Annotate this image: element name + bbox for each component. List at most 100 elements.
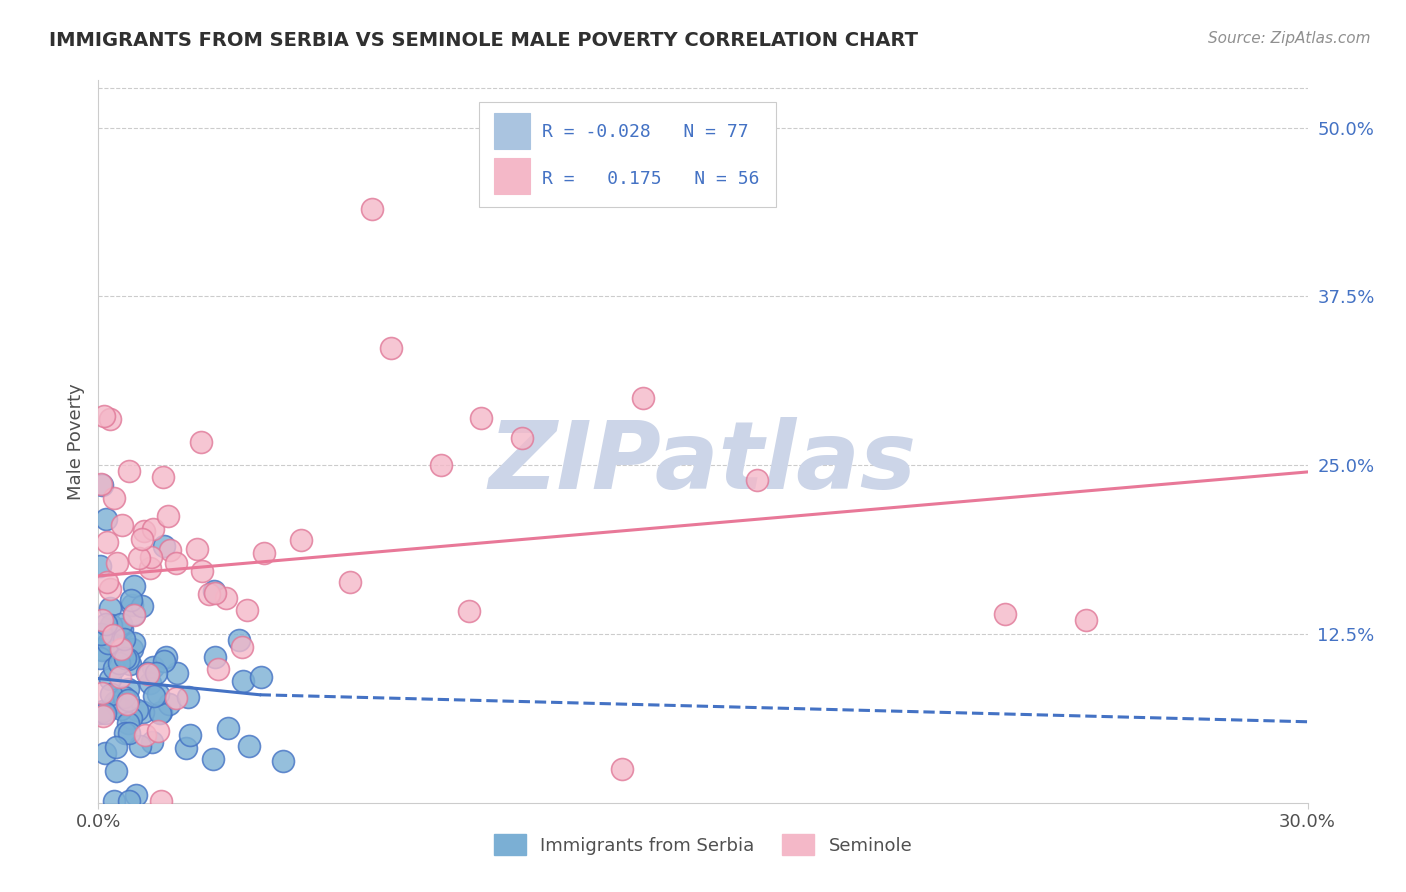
Point <box>145 665 167 680</box>
Point <box>631 391 654 405</box>
Point <box>97 636 120 650</box>
Point <box>510 431 533 445</box>
Point <box>103 661 125 675</box>
Point <box>142 660 165 674</box>
Point <box>190 435 212 450</box>
Point <box>290 533 312 547</box>
Point <box>179 728 201 742</box>
Point <box>134 728 156 742</box>
Bar <box>494 112 530 149</box>
Point <box>110 670 132 684</box>
Point <box>122 636 145 650</box>
Point <box>149 706 172 720</box>
Point <box>238 739 260 753</box>
Point <box>204 649 226 664</box>
Point <box>91 613 114 627</box>
Point <box>139 560 162 574</box>
Point <box>143 689 166 703</box>
Point <box>96 574 118 589</box>
Point <box>118 464 141 478</box>
Point <box>120 711 142 725</box>
Point <box>142 522 165 536</box>
Point <box>105 556 128 570</box>
Point <box>231 640 253 655</box>
Point <box>157 509 180 524</box>
Point <box>105 699 128 714</box>
Point <box>228 632 250 647</box>
Point <box>98 601 121 615</box>
Point <box>139 676 162 690</box>
Point <box>125 703 148 717</box>
Y-axis label: Male Poverty: Male Poverty <box>66 384 84 500</box>
Point <box>253 546 276 560</box>
Point <box>118 794 141 808</box>
Point <box>380 341 402 355</box>
Point <box>176 690 198 705</box>
Point <box>110 623 132 637</box>
Point <box>90 643 112 657</box>
Point <box>103 491 125 506</box>
Point <box>124 579 146 593</box>
Bar <box>494 158 530 194</box>
Point <box>470 411 492 425</box>
Point <box>121 598 143 612</box>
Point <box>105 739 128 754</box>
Point <box>153 540 176 554</box>
Point <box>201 752 224 766</box>
Point <box>1074 614 1097 628</box>
Point <box>745 473 768 487</box>
Point <box>121 641 143 656</box>
Point <box>118 725 141 739</box>
Point <box>120 592 142 607</box>
Point <box>207 662 229 676</box>
Point <box>100 687 122 701</box>
Point <box>122 607 145 622</box>
Point <box>155 649 177 664</box>
Point <box>157 697 180 711</box>
Point <box>110 640 132 654</box>
Point <box>91 704 114 718</box>
Point <box>159 542 181 557</box>
Point <box>108 656 131 670</box>
Point <box>125 788 148 802</box>
Point <box>165 557 187 571</box>
Point <box>139 550 162 565</box>
Point <box>91 709 114 723</box>
Point <box>136 666 159 681</box>
Point <box>271 755 294 769</box>
Point <box>117 651 139 665</box>
Point <box>249 670 271 684</box>
Point <box>98 582 121 596</box>
Point <box>90 686 112 700</box>
Point <box>117 716 139 731</box>
Point <box>96 512 118 526</box>
Point <box>232 673 254 688</box>
Point <box>110 702 132 716</box>
Point <box>150 794 173 808</box>
Point <box>198 587 221 601</box>
Point <box>110 642 132 657</box>
Point <box>215 591 238 605</box>
Point <box>149 705 172 719</box>
Text: Source: ZipAtlas.com: Source: ZipAtlas.com <box>1208 31 1371 46</box>
Point <box>91 642 114 657</box>
Point <box>186 541 208 556</box>
Legend: Immigrants from Serbia, Seminole: Immigrants from Serbia, Seminole <box>486 827 920 863</box>
Point <box>430 458 453 472</box>
Point <box>94 616 117 631</box>
Point <box>128 739 150 754</box>
Point <box>122 607 145 621</box>
Point <box>131 599 153 613</box>
Point <box>89 651 111 665</box>
Point <box>994 607 1017 621</box>
Point <box>114 726 136 740</box>
Point <box>165 690 187 705</box>
Point <box>166 666 188 681</box>
Point <box>103 794 125 808</box>
Point <box>457 604 479 618</box>
Point <box>146 723 169 738</box>
Point <box>90 627 112 641</box>
Point <box>339 575 361 590</box>
Point <box>361 202 384 216</box>
Point <box>236 603 259 617</box>
